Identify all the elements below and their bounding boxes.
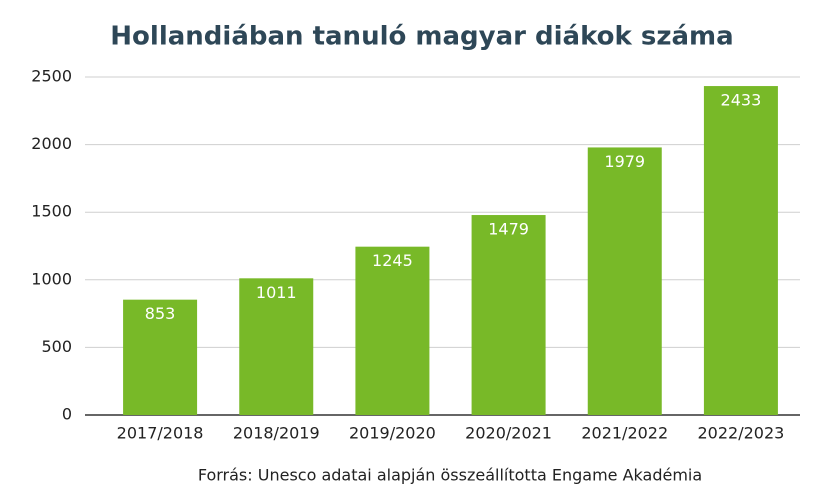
bar <box>703 86 778 415</box>
y-tick-label: 1000 <box>31 269 72 288</box>
value-label: 1245 <box>372 251 413 270</box>
x-tick-label: 2018/2019 <box>233 424 320 443</box>
value-label: 2433 <box>721 91 762 110</box>
y-tick-label: 2500 <box>31 67 72 86</box>
value-label: 1479 <box>488 220 529 239</box>
y-tick-label: 1500 <box>31 202 72 221</box>
y-tick-label: 500 <box>41 337 72 356</box>
x-tick-label: 2017/2018 <box>117 424 204 443</box>
y-tick-label: 2000 <box>31 134 72 153</box>
bar <box>123 299 198 415</box>
source-note: Forrás: Unesco adatai alapján összeállít… <box>198 466 702 485</box>
x-tick-label: 2022/2023 <box>698 424 785 443</box>
x-tick-label: 2019/2020 <box>349 424 436 443</box>
value-label: 853 <box>145 304 176 323</box>
chart-title: Hollandiában tanuló magyar diákok száma <box>110 22 733 52</box>
bar <box>355 246 430 415</box>
bar <box>239 278 314 415</box>
y-tick-label: 0 <box>62 405 72 424</box>
x-tick-label: 2020/2021 <box>465 424 552 443</box>
value-label: 1979 <box>604 152 645 171</box>
bar <box>471 215 546 415</box>
value-label: 1011 <box>256 283 297 302</box>
x-tick-label: 2021/2022 <box>581 424 668 443</box>
bar <box>587 147 662 415</box>
